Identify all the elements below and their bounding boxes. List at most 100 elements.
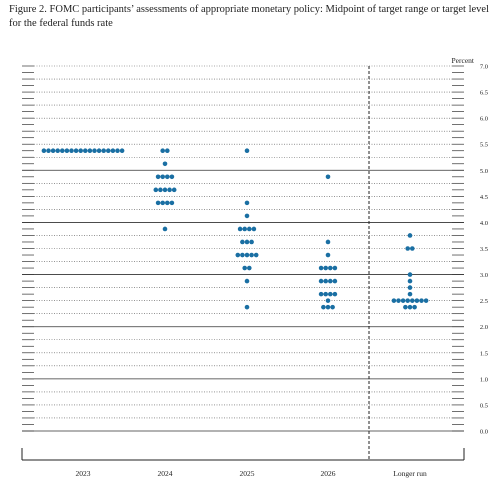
x-tick-label: 2023 [76, 469, 91, 478]
participant-dot [244, 252, 250, 258]
participant-dot [325, 304, 331, 310]
participant-dot [242, 265, 247, 271]
participant-dot [46, 148, 51, 154]
participant-dot [400, 298, 406, 303]
participant-dot [155, 200, 161, 206]
participant-dot [165, 200, 170, 206]
participant-dot [41, 148, 47, 154]
participant-dot [50, 148, 56, 154]
participant-dot [110, 148, 116, 154]
dot-series [41, 148, 429, 310]
participant-dot [249, 239, 254, 245]
participant-dot [235, 252, 241, 258]
participant-dot [96, 148, 102, 154]
participant-dot [244, 213, 250, 219]
participant-dot [325, 174, 331, 180]
participant-dot [325, 239, 331, 245]
participant-dot [323, 291, 329, 297]
participant-dot [106, 148, 111, 154]
participant-dot [407, 233, 413, 238]
participant-dot [419, 298, 424, 303]
participant-dot [155, 174, 161, 180]
participant-dot [169, 174, 175, 180]
y-tick-label: 1.5 [480, 350, 488, 357]
participant-dot [240, 252, 245, 258]
participant-dot [251, 226, 257, 232]
participant-dot [244, 278, 250, 284]
participant-dot [318, 278, 324, 284]
y-tick-label: 6.5 [480, 90, 488, 97]
participant-dot [407, 291, 413, 297]
y-tick-label: 1.0 [480, 376, 488, 383]
x-axis [21, 448, 465, 461]
participant-dot [237, 226, 243, 232]
participant-dot [318, 291, 324, 297]
participant-dot [160, 148, 165, 154]
y-tick-label: 5.5 [480, 142, 488, 149]
participant-dot [321, 304, 326, 310]
participant-dot [330, 304, 335, 310]
participant-dot [410, 246, 415, 251]
participant-dot [332, 291, 338, 297]
participant-dot [325, 252, 331, 258]
participant-dot [165, 174, 170, 180]
participant-dot [78, 148, 83, 154]
participant-dot [171, 187, 177, 193]
participant-dot [87, 148, 93, 154]
participant-dot [407, 304, 413, 310]
y-tick-label: 3.5 [480, 246, 488, 253]
participant-dot [92, 148, 97, 154]
y-tick-label: 5.0 [480, 168, 488, 175]
x-axis-tick-labels: 2023 2024 2025 2026 Longer run [76, 469, 428, 478]
participant-dot [160, 200, 165, 206]
x-tick-label: Longer run [393, 469, 427, 478]
participant-dot [165, 148, 170, 154]
participant-dot [423, 298, 429, 303]
participant-dot [410, 298, 415, 303]
participant-dot [407, 278, 413, 284]
participant-dot [244, 239, 250, 245]
y-tick-label: 0.5 [480, 402, 488, 409]
y-tick-label: 7.0 [480, 64, 488, 71]
participant-dot [169, 200, 175, 206]
participant-dot [83, 148, 88, 154]
participant-dot [242, 226, 247, 232]
participant-dot [64, 148, 70, 154]
participant-dot [60, 148, 65, 154]
y-tick-label: 4.5 [480, 194, 488, 201]
x-tick-label: 2025 [240, 469, 255, 478]
y-axis-label: Percent [452, 56, 475, 65]
participant-dot [244, 200, 250, 206]
participant-dot [167, 187, 172, 193]
participant-dot [73, 148, 79, 154]
participant-dot [249, 252, 254, 258]
participant-dot [391, 298, 397, 303]
y-tick-label: 0.0 [480, 429, 488, 436]
participant-dot [115, 148, 120, 154]
participant-dot [396, 298, 401, 303]
x-tick-label: 2024 [158, 469, 173, 478]
participant-dot [162, 226, 168, 232]
y-tick-label: 3.0 [480, 272, 488, 279]
participant-dot [244, 148, 250, 154]
participant-dot [162, 161, 168, 167]
y-tick-label: 6.0 [480, 116, 488, 123]
participant-dot [325, 298, 331, 303]
participant-dot [328, 278, 333, 284]
participant-dot [323, 278, 329, 284]
participant-dot [332, 278, 338, 284]
participant-dot [414, 298, 420, 303]
participant-dot [247, 265, 252, 271]
participant-dot [69, 148, 74, 154]
participant-dot [328, 265, 333, 271]
participant-dot [240, 239, 245, 245]
y-tick-label: 4.0 [480, 220, 488, 227]
participant-dot [405, 246, 411, 251]
participant-dot [332, 265, 338, 271]
figure-title: Figure 2. FOMC participants’ assessments… [9, 4, 489, 29]
participant-dot [162, 187, 168, 193]
participant-dot [405, 298, 411, 303]
participant-dot [328, 291, 333, 297]
participant-dot [253, 252, 259, 258]
